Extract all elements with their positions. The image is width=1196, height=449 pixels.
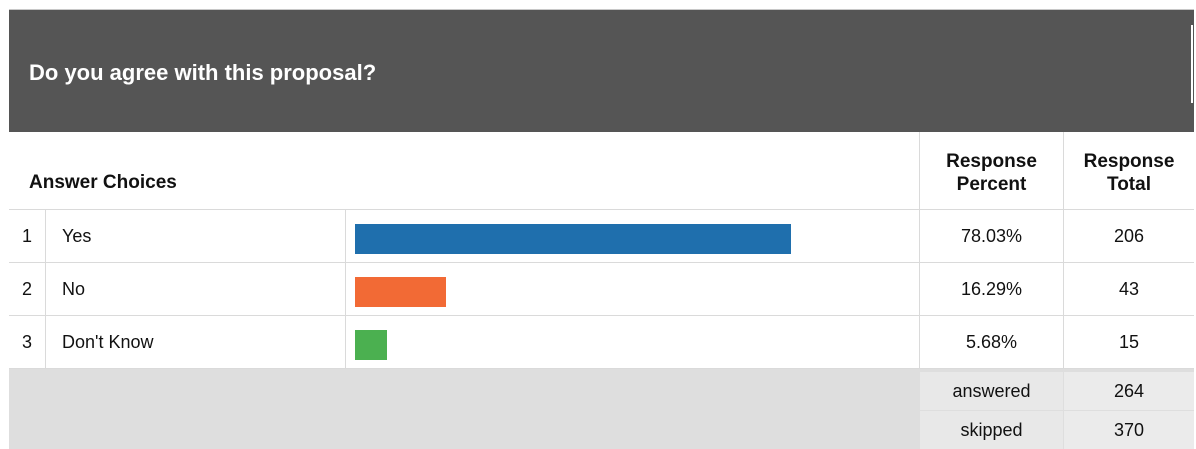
answer-label: Don't Know (62, 332, 154, 352)
response-percent-header-line2: Percent (956, 174, 1027, 195)
response-percent-header: Response Percent (920, 150, 1063, 196)
skipped-count: 370 (1064, 411, 1194, 449)
skipped-label: skipped (920, 411, 1063, 449)
survey-results-panel: Do you agree with this proposal? Answer … (9, 9, 1194, 449)
column-divider (45, 209, 46, 369)
response-percent-header-line1: Response (946, 151, 1037, 172)
response-bar-dont-know (355, 330, 387, 360)
response-percent: 5.68% (965, 332, 1018, 352)
answer-choices-header: Answer Choices (29, 172, 177, 193)
row-number: 1 (21, 226, 32, 246)
question-header: Do you agree with this proposal? (9, 10, 1194, 132)
summary-section: answered 264 skipped 370 (9, 369, 1194, 449)
question-title: Do you agree with this proposal? (29, 60, 377, 85)
response-bar-yes (355, 224, 791, 254)
response-total: 15 (1118, 332, 1140, 352)
table-row: 1 Yes 78.03% 206 (9, 210, 1194, 263)
column-divider (1063, 132, 1064, 369)
table-header: Answer Choices Response Percent Response… (9, 132, 1194, 210)
response-total: 206 (1113, 226, 1145, 246)
row-number: 2 (21, 279, 32, 299)
column-divider (345, 209, 346, 369)
skipped-row: skipped 370 (920, 411, 1194, 449)
answer-label: No (62, 279, 86, 299)
answered-row: answered 264 (920, 372, 1194, 410)
response-bar-no (355, 277, 446, 307)
header-edge-divider (1191, 25, 1193, 103)
response-percent: 16.29% (960, 279, 1023, 299)
column-divider (919, 132, 920, 369)
answer-label: Yes (62, 226, 92, 246)
answered-count: 264 (1064, 372, 1194, 410)
row-number: 3 (21, 332, 32, 352)
table-row: 2 No 16.29% 43 (9, 263, 1194, 316)
response-total-header-line2: Total (1107, 174, 1151, 195)
response-total: 43 (1118, 279, 1140, 299)
response-total-header: Response Total (1064, 150, 1194, 196)
response-percent: 78.03% (960, 226, 1023, 246)
response-total-header-line1: Response (1083, 151, 1175, 172)
table-row: 3 Don't Know 5.68% 15 (9, 316, 1194, 369)
answered-label: answered (920, 372, 1063, 410)
